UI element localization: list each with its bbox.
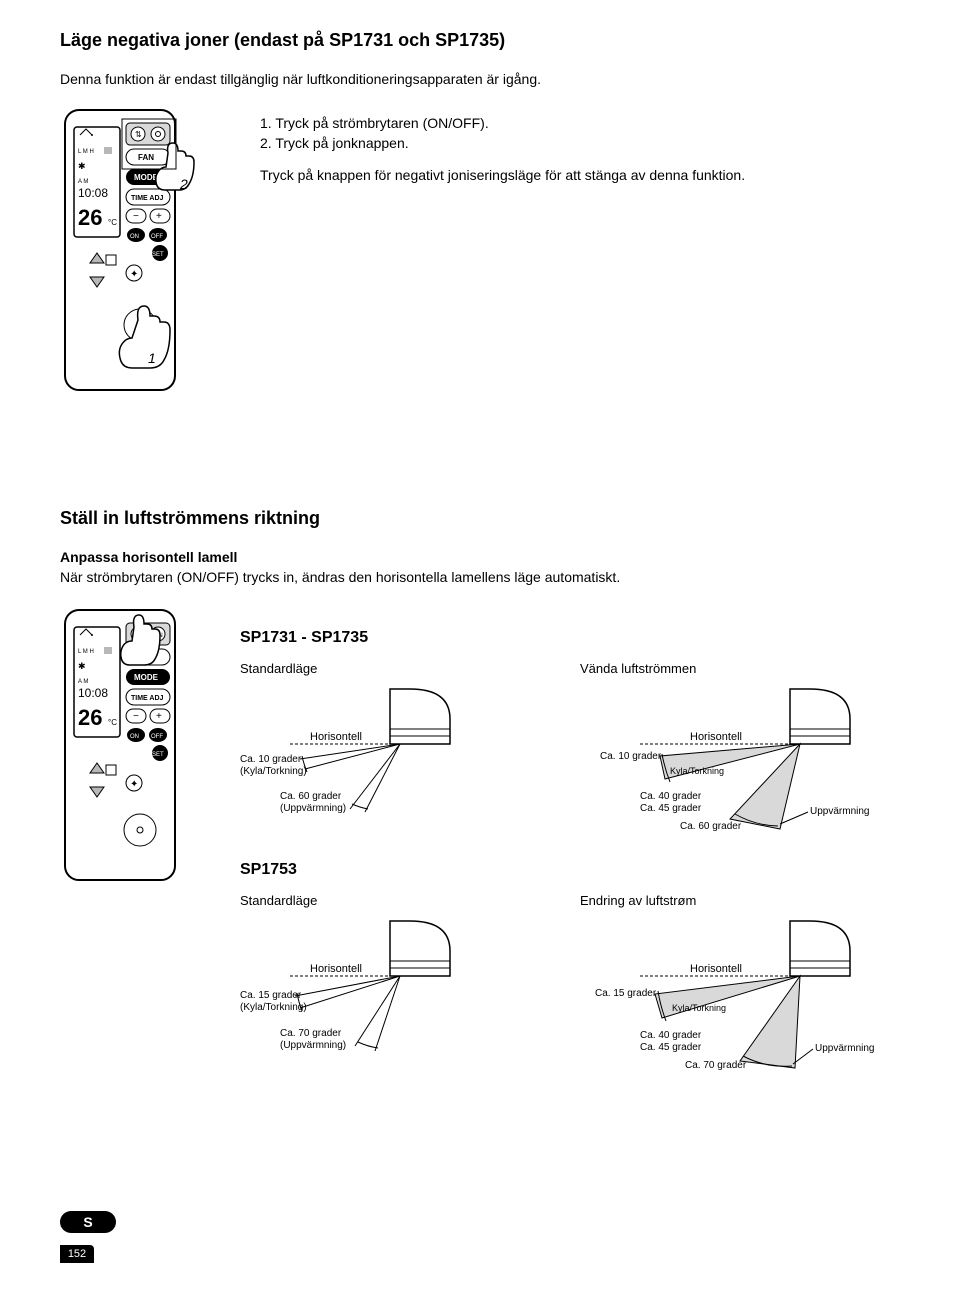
svg-text:Ca. 15 grader: Ca. 15 grader	[240, 990, 302, 1001]
diagram-sp1731-standard: Standardläge Horisontell Ca. 10 gra	[240, 661, 540, 837]
svg-text:Ca. 10 grader: Ca. 10 grader	[240, 754, 302, 765]
reverse-label: Vända luftströmmen	[580, 661, 900, 676]
svg-text:Ca. 60 grader: Ca. 60 grader	[680, 821, 742, 832]
model2-label: SP1753	[240, 861, 900, 879]
model1-label: SP1731 - SP1735	[240, 629, 900, 647]
page-footer: S 152	[60, 1211, 900, 1263]
language-badge: S	[60, 1211, 116, 1233]
temp-display: 26	[78, 205, 102, 230]
svg-text:TIME ADJ: TIME ADJ	[131, 695, 164, 702]
pointer-2-number: 2	[179, 176, 188, 192]
section2-subhead: Anpassa horisontell lamell	[60, 549, 900, 565]
set-button: SET	[152, 252, 164, 258]
celsius-label: °C	[108, 218, 117, 227]
on-button: ON	[130, 234, 139, 240]
svg-text:Uppvärmning: Uppvärmning	[815, 1043, 874, 1054]
note-text: Tryck på knappen för negativt jonisering…	[260, 167, 900, 183]
section2-text: När strömbrytaren (ON/OFF) trycks in, än…	[60, 569, 900, 585]
svg-text:Uppvärmning: Uppvärmning	[810, 806, 869, 817]
svg-text:L M H: L M H	[78, 649, 94, 655]
remote-illustration-2: L M H ✱ A M 10:08 26 °C ⇅ ION FAN MODE T…	[60, 605, 210, 1091]
fan-button: FAN	[138, 153, 154, 162]
standard-label: Standardläge	[240, 661, 540, 676]
diagram-sp1753-reverse: Endring av luftstrøm Horisontell Ca. 15 …	[580, 893, 900, 1079]
timeadj-button: TIME ADJ	[131, 195, 164, 202]
svg-text:Ca. 15 grader: Ca. 15 grader	[595, 988, 657, 999]
off-button: OFF	[151, 234, 163, 240]
svg-text:Ca. 45 grader: Ca. 45 grader	[640, 803, 702, 814]
endring-label: Endring av luftstrøm	[580, 893, 900, 908]
mode-button: MODE	[134, 173, 159, 182]
section2-title: Ställ in luftströmmens riktning	[60, 508, 900, 529]
lmh-label: L M H	[78, 149, 94, 155]
minus-button: −	[133, 211, 139, 222]
svg-text:✱: ✱	[78, 161, 86, 171]
am-label: A M	[78, 179, 88, 185]
svg-text:Horisontell: Horisontell	[310, 731, 362, 743]
diagram-sp1753-standard: Standardläge Horisontell Ca. 15 grader (…	[240, 893, 540, 1079]
remote-illustration-1: L M H ✱ A M 10:08 26 °C ⇅ FAN MODE	[60, 105, 230, 428]
svg-text:Ca. 40 grader: Ca. 40 grader	[640, 791, 702, 802]
svg-text:SET: SET	[152, 752, 164, 758]
svg-text:Ca. 40 grader: Ca. 40 grader	[640, 1030, 702, 1041]
svg-text:✦: ✦	[130, 779, 138, 790]
svg-text:(Kyla/Torkning): (Kyla/Torkning)	[240, 766, 307, 777]
svg-text:Kyla/Torkning: Kyla/Torkning	[672, 1003, 726, 1013]
intro-text: Denna funktion är endast tillgänglig när…	[60, 71, 900, 87]
plus-button: +	[156, 211, 162, 222]
standard-label-2: Standardläge	[240, 893, 540, 908]
svg-text:Kyla/Torkning: Kyla/Torkning	[670, 766, 724, 776]
svg-text:26: 26	[78, 705, 102, 730]
svg-text:10:08: 10:08	[78, 686, 108, 700]
svg-text:⇅: ⇅	[135, 130, 142, 139]
step-1: 1. Tryck på strömbrytaren (ON/OFF).	[260, 115, 900, 131]
page-number: 152	[60, 1245, 94, 1263]
svg-text:Ca. 10 grader: Ca. 10 grader	[600, 751, 662, 762]
svg-text:Ca. 45 grader: Ca. 45 grader	[640, 1042, 702, 1053]
svg-text:Horisontell: Horisontell	[310, 963, 362, 975]
steps-list: 1. Tryck på strömbrytaren (ON/OFF). 2. T…	[260, 115, 900, 151]
svg-text:−: −	[133, 711, 139, 722]
svg-text:MODE: MODE	[134, 673, 159, 682]
time-display: 10:08	[78, 186, 108, 200]
step-2: 2. Tryck på jonknappen.	[260, 135, 900, 151]
svg-text:✦: ✦	[130, 269, 138, 280]
svg-text:Horisontell: Horisontell	[690, 731, 742, 743]
top-row: L M H ✱ A M 10:08 26 °C ⇅ FAN MODE	[60, 105, 900, 428]
svg-text:Horisontell: Horisontell	[690, 963, 742, 975]
svg-text:Ca. 60 grader: Ca. 60 grader	[280, 791, 342, 802]
svg-text:°C: °C	[108, 718, 117, 727]
svg-text:ON: ON	[130, 734, 139, 740]
svg-text:OFF: OFF	[151, 734, 163, 740]
svg-text:✱: ✱	[78, 661, 86, 671]
pointer-1-number: 1	[148, 350, 156, 366]
svg-text:(Uppvärmning): (Uppvärmning)	[280, 803, 346, 814]
svg-text:(Uppvärmning): (Uppvärmning)	[280, 1040, 346, 1051]
svg-text:A M: A M	[78, 679, 88, 685]
svg-text:(Kyla/Torkning): (Kyla/Torkning)	[240, 1002, 307, 1013]
svg-text:Ca. 70 grader: Ca. 70 grader	[280, 1028, 342, 1039]
svg-text:+: +	[156, 711, 162, 722]
svg-text:Ca. 70 grader: Ca. 70 grader	[685, 1060, 747, 1071]
page-title: Läge negativa joner (endast på SP1731 oc…	[60, 30, 900, 51]
diagram-sp1731-reverse: Vända luftströmmen Horisontell Ca. 10 gr…	[580, 661, 900, 837]
